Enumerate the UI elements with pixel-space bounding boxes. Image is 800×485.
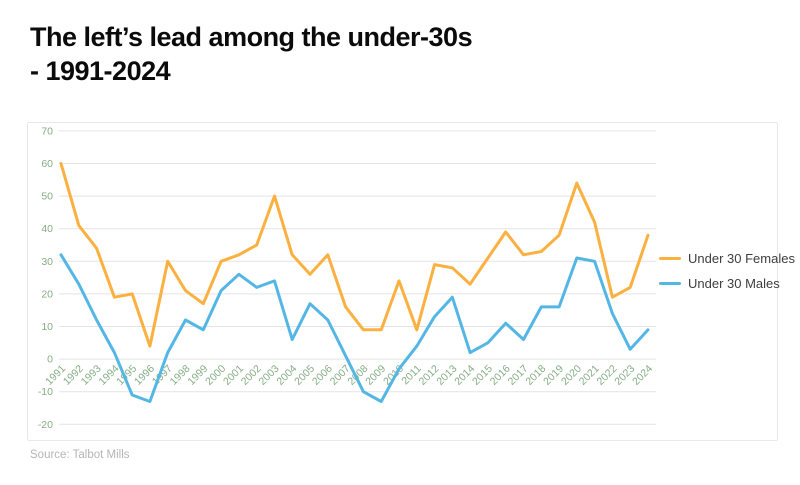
legend-line-marker-icon <box>659 257 681 260</box>
y-axis-tick-label: 10 <box>41 321 53 333</box>
y-axis-tick-label: -20 <box>38 419 53 431</box>
page-title-line2: - 1991-2024 <box>30 56 171 86</box>
y-axis-tick-label: 30 <box>41 256 53 268</box>
legend-label: Under 30 Females <box>688 251 795 266</box>
x-axis-tick-label: 2024 <box>630 363 655 388</box>
y-axis-tick-label: 0 <box>47 354 53 366</box>
chart-legend: Under 30 Females Under 30 Males <box>659 251 795 291</box>
source-note: Source: Talbot Mills <box>30 449 130 461</box>
page-title-line1: The left’s lead among the under-30s <box>30 22 473 52</box>
y-axis-tick-label: -10 <box>38 386 53 398</box>
legend-item-under-30-males[interactable]: Under 30 Males <box>659 276 795 291</box>
legend-item-under-30-females[interactable]: Under 30 Females <box>659 251 795 266</box>
legend-label: Under 30 Males <box>688 276 780 291</box>
chart-card: 70 60 50 40 30 20 10 0 -10 -20 1991 1992 1993 1994 199… <box>27 122 795 441</box>
legend-line-marker-icon <box>659 282 681 285</box>
series-line-under-30-males <box>59 253 650 403</box>
series-line-under-30-females <box>59 162 650 348</box>
y-axis-tick-label: 20 <box>41 288 53 300</box>
y-axis-tick-label: 40 <box>41 223 53 235</box>
line-chart: 706050403020100-10-201991199219931994199… <box>38 125 656 431</box>
y-axis-tick-label: 50 <box>41 191 53 203</box>
y-axis-tick-label: 60 <box>41 158 53 170</box>
y-axis-tick-label: 70 <box>41 125 53 137</box>
page-title: The left’s lead among the under-30s - 19… <box>30 20 473 88</box>
